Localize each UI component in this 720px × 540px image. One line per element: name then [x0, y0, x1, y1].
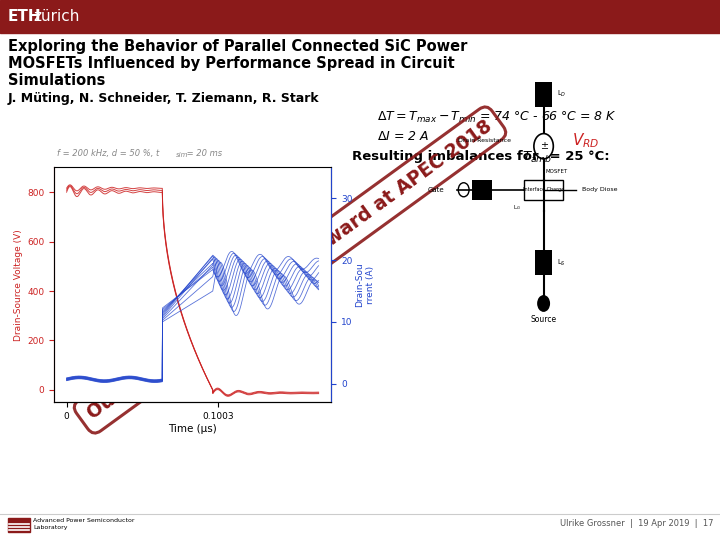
Text: MOSFETs Influenced by Performance Spread in Circuit: MOSFETs Influenced by Performance Spread…	[8, 57, 455, 71]
Text: Resulting imbalances for: Resulting imbalances for	[352, 150, 544, 163]
Text: Advanced Power Semiconductor: Advanced Power Semiconductor	[33, 517, 135, 523]
Bar	[472, 180, 492, 200]
Text: $T_{amb}$: $T_{amb}$	[522, 150, 552, 165]
Bar	[524, 180, 563, 200]
Text: Simulations: Simulations	[8, 73, 105, 89]
Text: Outstanding Presentation Award at APEC 2018: Outstanding Presentation Award at APEC 2…	[84, 117, 496, 423]
Text: Drain Resistance: Drain Resistance	[458, 138, 511, 143]
Text: sim: sim	[176, 152, 189, 158]
Text: ETH: ETH	[8, 9, 42, 24]
Bar	[0, 0, 720, 33]
Text: = 25 °C:: = 25 °C:	[545, 150, 610, 163]
Text: Interface Charge: Interface Charge	[523, 187, 564, 192]
Text: $\Delta\mathit{I}$ = 2 A: $\Delta\mathit{I}$ = 2 A	[377, 130, 429, 143]
Text: L$_G$: L$_G$	[513, 204, 521, 212]
Text: Laboratory: Laboratory	[33, 524, 68, 530]
Bar	[535, 250, 552, 275]
Bar	[535, 82, 552, 107]
Circle shape	[537, 295, 550, 312]
Text: = 20 ms: = 20 ms	[184, 149, 222, 158]
Text: Gate: Gate	[428, 187, 444, 193]
Text: Body Diose: Body Diose	[582, 187, 618, 192]
Text: MOSFET: MOSFET	[546, 169, 568, 174]
Text: ±: ±	[539, 141, 548, 151]
Text: $\Delta T = T_{max} - T_{min}$ = 74 °C - 66 °C = 8 K: $\Delta T = T_{max} - T_{min}$ = 74 °C -…	[377, 110, 617, 125]
Text: L$_S$: L$_S$	[557, 258, 565, 268]
Text: Ulrike Grossner  |  19 Apr 2019  |  17: Ulrike Grossner | 19 Apr 2019 | 17	[560, 519, 714, 529]
Y-axis label: Drain-Sou
rrent (A): Drain-Sou rrent (A)	[355, 262, 374, 307]
Text: zürich: zürich	[33, 9, 79, 24]
Y-axis label: Drain-Source Voltage (V): Drain-Source Voltage (V)	[14, 229, 23, 341]
Text: J. Müting, N. Schneider, T. Ziemann, R. Stark: J. Müting, N. Schneider, T. Ziemann, R. …	[8, 92, 320, 105]
Text: $V_{RD}$: $V_{RD}$	[572, 131, 599, 150]
Text: L$_D$: L$_D$	[557, 89, 566, 99]
Text: f = 200 kHz, d = 50 %, t: f = 200 kHz, d = 50 %, t	[57, 149, 159, 158]
Text: Exploring the Behavior of Parallel Connected SiC Power: Exploring the Behavior of Parallel Conne…	[8, 39, 467, 55]
X-axis label: Time (μs): Time (μs)	[168, 424, 217, 434]
Bar	[8, 518, 30, 532]
Text: Source: Source	[531, 315, 557, 323]
